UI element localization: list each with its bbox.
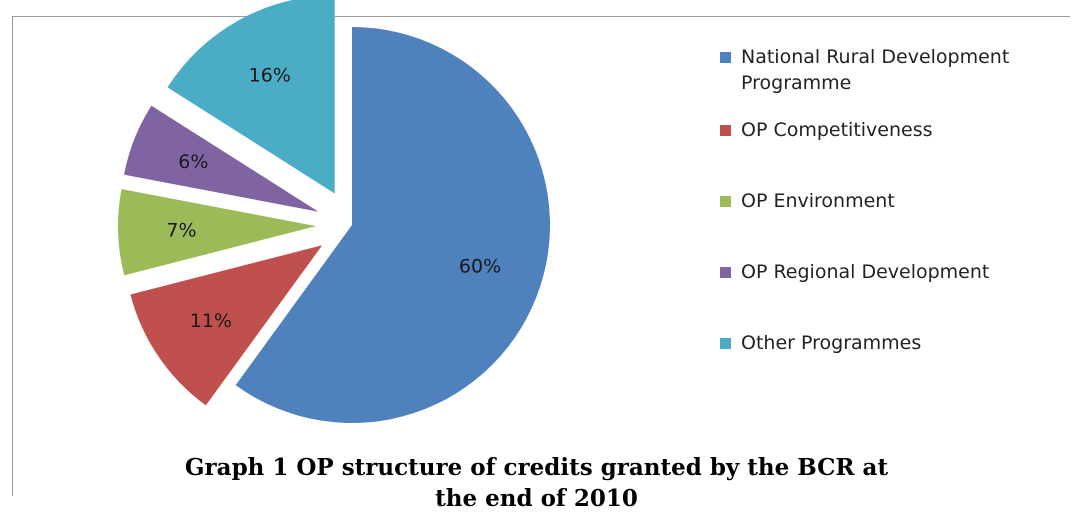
legend-item-other-programmes: Other Programmes (720, 330, 1061, 356)
pie-slice-3 (124, 105, 319, 212)
legend-item-op-environment: OP Environment (720, 188, 1061, 214)
legend-label-other-programmes: Other Programmes (741, 332, 922, 354)
pie-slice-label-4: 16% (249, 64, 291, 86)
legend-item-op-regional: OP Regional Development (720, 259, 1061, 285)
legend-swatch-other-programmes (720, 338, 731, 349)
pie-chart: 60% 11% 7% 6% 16% (118, 0, 550, 423)
chart-frame (12, 16, 1070, 496)
chart-title-line-2: the end of 2010 (435, 485, 638, 512)
pie-slice-4 (167, 0, 335, 194)
pie-slice-2 (118, 189, 317, 276)
legend-label-op-regional: OP Regional Development (741, 261, 990, 283)
legend-swatch-op-competitiveness (720, 125, 731, 136)
legend-swatch-op-environment (720, 196, 731, 207)
pie-slice-0 (235, 27, 550, 423)
chart-title-line-1: Graph 1 OP structure of credits granted … (184, 454, 889, 481)
chart-title: Graph 1 OP structure of credits granted … (0, 452, 1073, 514)
legend-label-op-environment: OP Environment (741, 190, 895, 212)
legend-label-op-competitiveness: OP Competitiveness (741, 119, 933, 141)
legend-swatch-op-regional (720, 267, 731, 278)
pie-slice-label-3: 6% (178, 151, 208, 173)
legend-label-national-rural: National Rural Development Programme (741, 46, 1010, 94)
pie-slice-label-2: 7% (166, 219, 196, 241)
legend-item-national-rural: National Rural Development Programme (720, 44, 1061, 96)
pie-slice-label-0: 60% (459, 256, 501, 278)
legend-item-op-competitiveness: OP Competitiveness (720, 117, 1061, 143)
legend-swatch-national-rural (720, 52, 731, 63)
pie-slice-label-1: 11% (190, 310, 232, 332)
pie-slice-1 (130, 245, 323, 406)
